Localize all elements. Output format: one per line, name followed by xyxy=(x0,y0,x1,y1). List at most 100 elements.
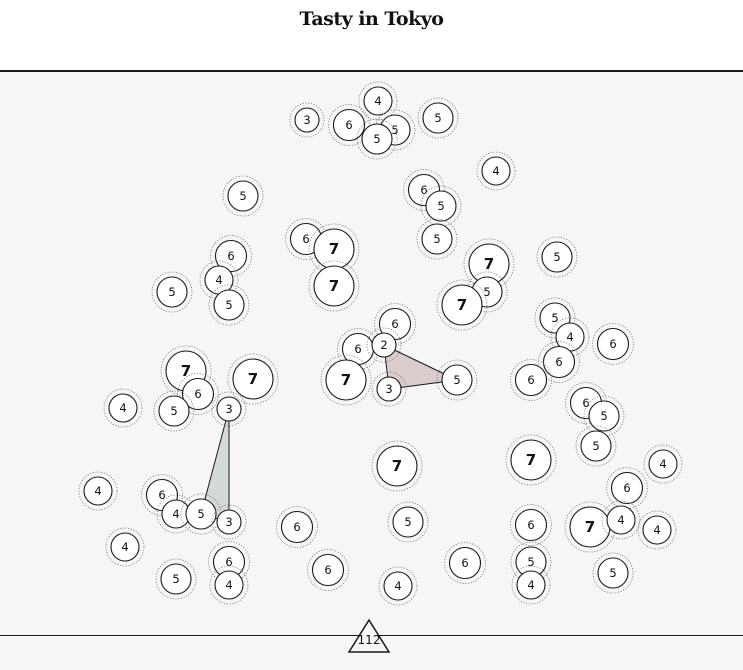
node-halo xyxy=(601,500,641,540)
node-value: 6 xyxy=(582,396,589,410)
node-45[interactable]: 4 xyxy=(643,444,683,484)
node-34[interactable]: 6 xyxy=(510,359,552,401)
node-circle xyxy=(610,471,644,505)
node-47[interactable]: 6 xyxy=(606,467,648,509)
node-5[interactable]: 5 xyxy=(356,118,398,160)
node-value: 4 xyxy=(659,457,666,471)
node-1[interactable]: 4 xyxy=(358,81,398,121)
node-value: 3 xyxy=(225,402,232,416)
node-31[interactable]: 7 xyxy=(227,353,279,405)
node-18[interactable]: 7 xyxy=(308,260,360,312)
node-value: 6 xyxy=(158,488,165,502)
node-28[interactable]: 2 xyxy=(366,327,402,363)
node-29[interactable]: 6 xyxy=(538,341,580,383)
node-value: 5 xyxy=(225,298,232,312)
node-16[interactable]: 5 xyxy=(536,236,578,278)
node-value: 4 xyxy=(94,484,101,498)
node-35[interactable]: 3 xyxy=(371,371,407,407)
node-value: 6 xyxy=(609,337,616,351)
node-65[interactable]: 4 xyxy=(209,565,249,605)
node-halo xyxy=(276,506,318,548)
node-circle xyxy=(514,508,548,542)
node-42[interactable]: 5 xyxy=(575,425,617,467)
node-circle xyxy=(216,396,242,422)
node-2[interactable]: 3 xyxy=(289,102,325,138)
node-halo xyxy=(371,440,423,492)
node-circle xyxy=(514,363,548,397)
node-36[interactable]: 6 xyxy=(177,373,219,415)
node-25[interactable]: 4 xyxy=(550,317,590,357)
node-60[interactable]: 6 xyxy=(444,542,486,584)
node-12[interactable]: 7 xyxy=(308,223,360,275)
node-circle xyxy=(332,108,366,142)
node-33[interactable]: 5 xyxy=(436,359,478,401)
node-value: 4 xyxy=(492,164,499,178)
node-22[interactable]: 7 xyxy=(436,279,488,331)
node-value: 6 xyxy=(461,556,468,570)
node-value: 7 xyxy=(392,457,402,475)
node-circle xyxy=(481,156,511,186)
node-39[interactable]: 3 xyxy=(211,391,247,427)
node-value: 6 xyxy=(225,555,232,569)
node-value: 5 xyxy=(404,515,411,529)
node-55[interactable]: 7 xyxy=(564,501,616,553)
node-13[interactable]: 5 xyxy=(416,218,458,260)
node-halo xyxy=(463,238,515,290)
node-halo xyxy=(643,444,683,484)
node-62[interactable]: 6 xyxy=(307,549,349,591)
node-6[interactable]: 5 xyxy=(417,97,459,139)
node-halo xyxy=(208,284,250,326)
node-46[interactable]: 4 xyxy=(78,471,118,511)
node-halo xyxy=(103,388,143,428)
node-56[interactable]: 4 xyxy=(601,500,641,540)
node-63[interactable]: 5 xyxy=(592,552,634,594)
node-circle xyxy=(371,332,397,358)
node-circle xyxy=(421,223,453,255)
node-circle xyxy=(108,393,138,423)
node-53[interactable]: 5 xyxy=(387,501,429,543)
node-value: 6 xyxy=(527,518,534,532)
node-37[interactable]: 4 xyxy=(103,388,143,428)
node-halo xyxy=(387,501,429,543)
node-58[interactable]: 4 xyxy=(105,527,145,567)
node-57[interactable]: 4 xyxy=(637,510,677,550)
node-66[interactable]: 4 xyxy=(378,566,418,606)
node-halo xyxy=(155,558,197,600)
node-circle xyxy=(376,445,418,487)
node-15[interactable]: 7 xyxy=(463,238,515,290)
node-halo xyxy=(320,354,372,406)
node-10[interactable]: 5 xyxy=(222,175,264,217)
score-value: 112 xyxy=(357,633,381,647)
node-61[interactable]: 5 xyxy=(510,541,552,583)
node-circle xyxy=(213,289,245,321)
node-value: 7 xyxy=(329,240,339,258)
node-3[interactable]: 6 xyxy=(328,104,370,146)
node-9[interactable]: 5 xyxy=(420,185,462,227)
node-7[interactable]: 4 xyxy=(476,151,516,191)
node-halo xyxy=(78,471,118,511)
node-20[interactable]: 5 xyxy=(151,271,193,313)
node-value: 2 xyxy=(380,338,387,352)
node-value: 4 xyxy=(566,330,573,344)
node-32[interactable]: 7 xyxy=(320,354,372,406)
node-halo xyxy=(153,390,195,432)
node-value: 6 xyxy=(302,232,309,246)
node-51[interactable]: 3 xyxy=(211,504,247,540)
node-38[interactable]: 5 xyxy=(153,390,195,432)
node-circle xyxy=(448,546,482,580)
node-value: 5 xyxy=(527,555,534,569)
node-value: 4 xyxy=(121,540,128,554)
node-67[interactable]: 4 xyxy=(511,565,551,605)
node-21[interactable]: 5 xyxy=(208,284,250,326)
node-17[interactable]: 4 xyxy=(199,260,239,300)
node-52[interactable]: 6 xyxy=(276,506,318,548)
node-54[interactable]: 6 xyxy=(510,504,552,546)
node-44[interactable]: 7 xyxy=(505,434,557,486)
node-value: 5 xyxy=(172,572,179,586)
node-64[interactable]: 5 xyxy=(155,558,197,600)
node-halo xyxy=(289,102,325,138)
node-50[interactable]: 5 xyxy=(180,493,222,535)
node-43[interactable]: 7 xyxy=(371,440,423,492)
node-26[interactable]: 6 xyxy=(592,323,634,365)
